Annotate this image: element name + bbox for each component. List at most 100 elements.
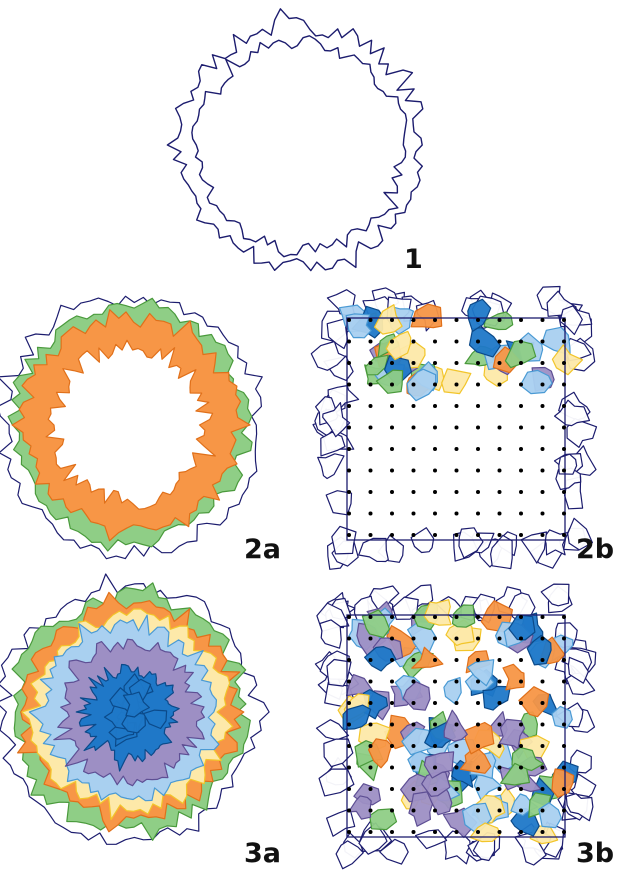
grid-dot <box>390 809 394 813</box>
grid-dot <box>347 404 351 408</box>
polygon <box>555 400 590 425</box>
grid-dot <box>541 318 545 322</box>
grid-dot <box>433 469 437 473</box>
grid-dot <box>347 615 351 619</box>
grid-dot <box>455 383 459 387</box>
grid-dot <box>390 361 394 365</box>
grid-dot <box>433 680 437 684</box>
grid-dot <box>562 809 566 813</box>
grid-dot <box>476 701 480 705</box>
grid-dot <box>347 533 351 537</box>
grid-dot <box>541 701 545 705</box>
polygon <box>326 491 351 515</box>
polygon <box>444 678 461 704</box>
grid-dot <box>541 512 545 516</box>
grid-dot <box>562 658 566 662</box>
grid-dot <box>455 701 459 705</box>
grid-dot <box>412 533 416 537</box>
grid-dot <box>455 809 459 813</box>
panel-label: 2a <box>244 534 281 565</box>
grid-dot <box>519 658 523 662</box>
grid-dot <box>347 512 351 516</box>
grid-dot <box>455 830 459 834</box>
grid-dot <box>562 680 566 684</box>
grid-dot <box>541 830 545 834</box>
grid-dot <box>433 447 437 451</box>
grid-dot <box>433 318 437 322</box>
grid-dot <box>390 512 394 516</box>
grid-dot <box>541 766 545 770</box>
grid-dot <box>476 383 480 387</box>
grid-dot <box>519 512 523 516</box>
grid-dot <box>433 723 437 727</box>
grid-dot <box>347 830 351 834</box>
grid-dot <box>455 447 459 451</box>
grid-dot <box>476 809 480 813</box>
grid-dot <box>541 361 545 365</box>
grid-dot <box>476 615 480 619</box>
grid-dot <box>390 318 394 322</box>
grid-dot <box>347 490 351 494</box>
grid-dot <box>455 680 459 684</box>
grid-dot <box>476 469 480 473</box>
grid-dot <box>412 744 416 748</box>
grid-dot <box>455 637 459 641</box>
grid-dot <box>433 701 437 705</box>
grid-dot <box>412 340 416 344</box>
grid-dot <box>412 383 416 387</box>
grid-dot <box>498 383 502 387</box>
grid-dot <box>541 533 545 537</box>
grid-dot <box>519 533 523 537</box>
grid-dot <box>369 701 373 705</box>
grid-dot <box>347 766 351 770</box>
grid-dot <box>369 658 373 662</box>
grid-dot <box>562 637 566 641</box>
grid-dot <box>455 787 459 791</box>
grid-dot <box>369 512 373 516</box>
grid-dot <box>541 723 545 727</box>
grid-dot <box>433 512 437 516</box>
grid-dot <box>433 361 437 365</box>
grid-dot <box>562 340 566 344</box>
grid-dot <box>541 680 545 684</box>
grid-dot <box>369 680 373 684</box>
grid-dot <box>390 637 394 641</box>
grid-dot <box>412 361 416 365</box>
grid-dot <box>369 318 373 322</box>
grid-dot <box>369 809 373 813</box>
grid-dot <box>562 383 566 387</box>
grid-dot <box>412 658 416 662</box>
grid-dot <box>412 809 416 813</box>
grid-dot <box>541 809 545 813</box>
grid-dot <box>562 404 566 408</box>
grid-dot <box>541 637 545 641</box>
grid-dot <box>562 361 566 365</box>
grid-dot <box>455 469 459 473</box>
grid-dot <box>390 404 394 408</box>
grid-dot <box>455 723 459 727</box>
grid-dot <box>498 701 502 705</box>
grid-dot <box>347 809 351 813</box>
grid-dot <box>519 318 523 322</box>
grid-dot <box>347 787 351 791</box>
polygon <box>503 664 524 690</box>
grid-dot <box>498 318 502 322</box>
grid-dot <box>498 426 502 430</box>
grid-dot <box>433 658 437 662</box>
drawing <box>0 9 597 869</box>
grid-dot <box>541 787 545 791</box>
grid-dot <box>519 490 523 494</box>
grid-dot <box>347 361 351 365</box>
grid-dot <box>562 615 566 619</box>
panel-label: 3a <box>244 838 281 869</box>
grid-dot <box>412 512 416 516</box>
grid-dot <box>476 658 480 662</box>
grid-dot <box>347 658 351 662</box>
grid-dot <box>390 701 394 705</box>
polygon <box>416 830 447 849</box>
grid-dot <box>562 512 566 516</box>
grid-dot <box>390 658 394 662</box>
grid-dot <box>347 340 351 344</box>
grid-dot <box>433 744 437 748</box>
grid-dot <box>476 766 480 770</box>
